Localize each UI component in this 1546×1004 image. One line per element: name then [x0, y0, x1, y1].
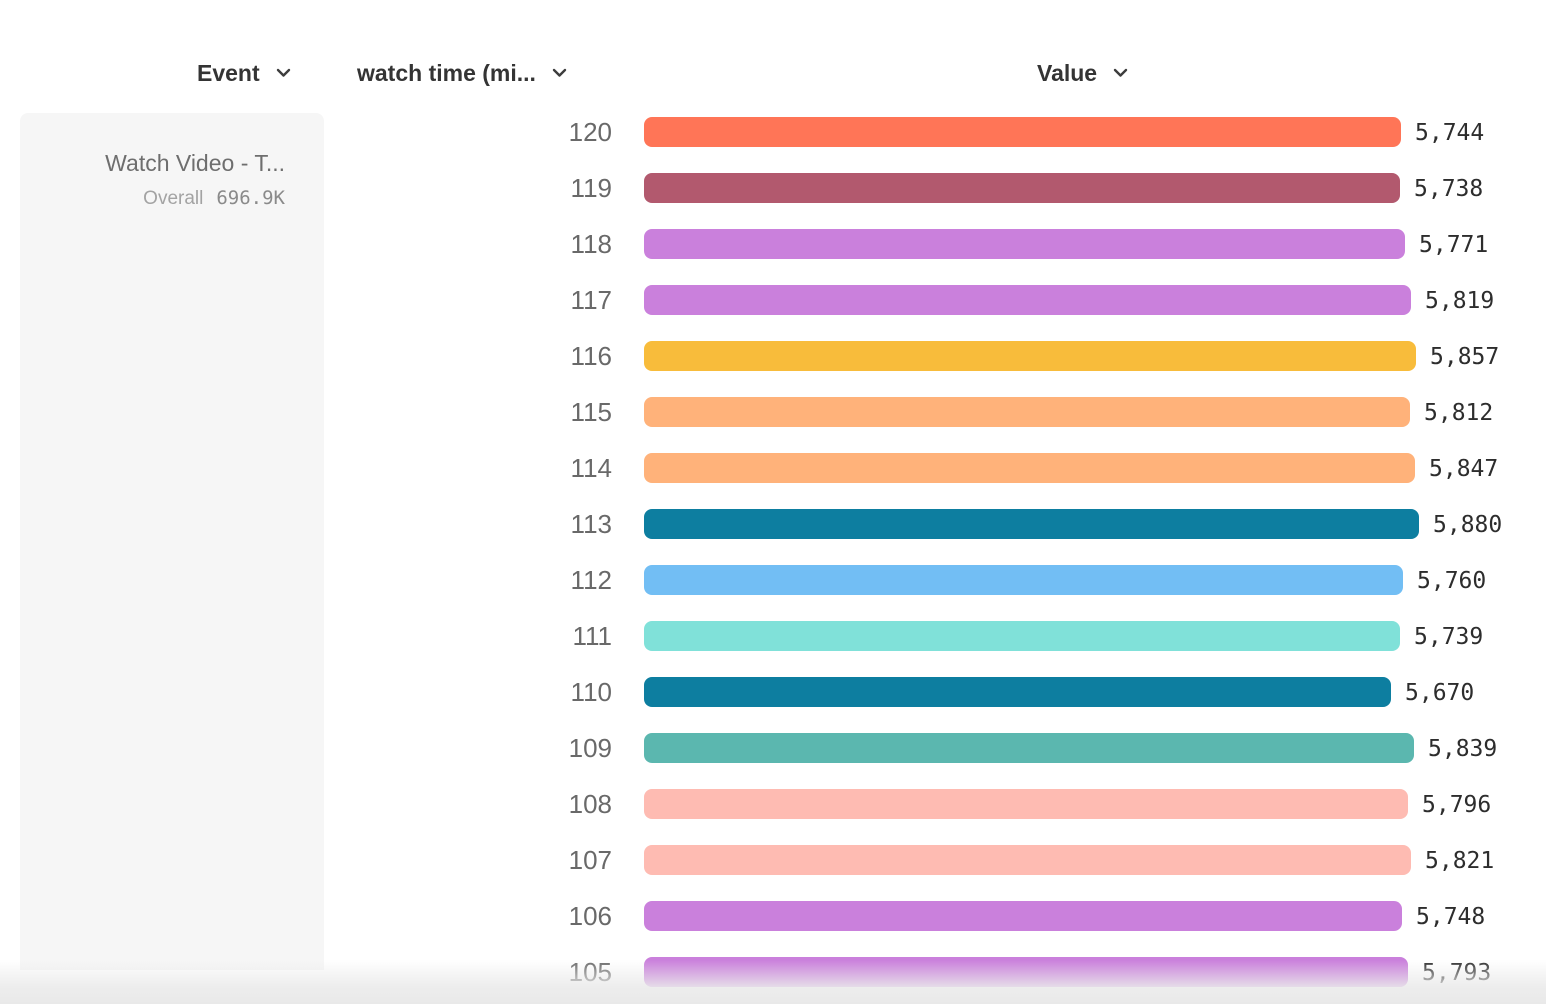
bar-value: 5,857 — [1430, 344, 1500, 370]
event-legend-card: Watch Video - T... Overall 696.9K — [20, 113, 324, 970]
chart-row: 114 5,847 — [0, 453, 1546, 483]
bar[interactable] — [644, 229, 1405, 259]
row-category-label: 115 — [570, 397, 612, 427]
row-category-label: 118 — [570, 229, 612, 259]
bar[interactable] — [644, 845, 1411, 875]
bar-value: 5,760 — [1417, 568, 1487, 594]
overall-row: Overall 696.9K — [40, 187, 285, 210]
bar-value: 5,670 — [1405, 680, 1475, 706]
row-category-label: 113 — [570, 509, 612, 539]
bar-value: 5,738 — [1414, 176, 1484, 202]
bar-value: 5,744 — [1415, 120, 1485, 146]
bar-value: 5,812 — [1424, 400, 1494, 426]
breakdown-column-label: watch time (mi... — [357, 59, 536, 86]
chart-row: 116 5,857 — [0, 341, 1546, 371]
row-category-label: 109 — [568, 733, 612, 763]
bar[interactable] — [644, 341, 1416, 371]
bar[interactable] — [644, 677, 1391, 707]
bar-value: 5,748 — [1416, 904, 1486, 930]
bar-value: 5,839 — [1428, 736, 1498, 762]
bar[interactable] — [644, 901, 1402, 931]
chart-row: 117 5,819 — [0, 285, 1546, 315]
bar[interactable] — [644, 733, 1414, 763]
bar[interactable] — [644, 621, 1400, 651]
bar-value: 5,739 — [1414, 624, 1484, 650]
bar-value: 5,771 — [1419, 232, 1489, 258]
bar[interactable] — [644, 789, 1408, 819]
row-category-label: 116 — [570, 341, 612, 371]
chart-row: 111 5,739 — [0, 621, 1546, 651]
bar[interactable] — [644, 397, 1410, 427]
bar-value: 5,819 — [1425, 288, 1495, 314]
bar-value: 5,847 — [1429, 456, 1499, 482]
row-category-label: 105 — [568, 957, 612, 987]
chart-row: 105 5,793 — [0, 957, 1546, 987]
bar[interactable] — [644, 509, 1419, 539]
chart-row: 106 5,748 — [0, 901, 1546, 931]
chart-row: 119 5,738 — [0, 173, 1546, 203]
bar[interactable] — [644, 173, 1400, 203]
row-category-label: 117 — [570, 285, 612, 315]
bar-value: 5,821 — [1425, 848, 1495, 874]
row-category-label: 106 — [568, 901, 612, 931]
event-name[interactable]: Watch Video - T... — [105, 150, 285, 176]
row-category-label: 110 — [570, 677, 612, 707]
breakdown-column-header[interactable]: watch time (mi... — [357, 57, 567, 89]
chart-row: 107 5,821 — [0, 845, 1546, 875]
chart-row: 108 5,796 — [0, 789, 1546, 819]
row-category-label: 107 — [568, 845, 612, 875]
event-column-header[interactable]: Event — [197, 57, 291, 89]
overall-label: Overall — [143, 188, 204, 209]
chevron-down-icon — [1113, 68, 1128, 78]
bar-value: 5,880 — [1433, 512, 1503, 538]
chart-row: 110 5,670 — [0, 677, 1546, 707]
row-category-label: 120 — [568, 117, 612, 147]
row-category-label: 111 — [572, 621, 612, 651]
chevron-down-icon — [276, 68, 291, 78]
bar[interactable] — [644, 453, 1415, 483]
chevron-down-icon — [552, 68, 567, 78]
row-category-label: 119 — [570, 173, 612, 203]
overall-value: 696.9K — [216, 187, 285, 209]
chart-row: 120 5,744 — [0, 117, 1546, 147]
chart-row: 118 5,771 — [0, 229, 1546, 259]
event-column-label: Event — [197, 59, 260, 86]
chart-row: 113 5,880 — [0, 509, 1546, 539]
chart-row: 109 5,839 — [0, 733, 1546, 763]
row-category-label: 108 — [568, 789, 612, 819]
bar-value: 5,793 — [1422, 960, 1492, 986]
chart-row: 112 5,760 — [0, 565, 1546, 595]
row-category-label: 112 — [570, 565, 612, 595]
value-column-header[interactable]: Value — [1037, 57, 1128, 89]
row-category-label: 114 — [570, 453, 612, 483]
bar-value: 5,796 — [1422, 792, 1492, 818]
value-column-label: Value — [1037, 59, 1098, 86]
bar[interactable] — [644, 565, 1403, 595]
bar[interactable] — [644, 957, 1408, 987]
bar[interactable] — [644, 117, 1401, 147]
chart-row: 115 5,812 — [0, 397, 1546, 427]
bar[interactable] — [644, 285, 1411, 315]
